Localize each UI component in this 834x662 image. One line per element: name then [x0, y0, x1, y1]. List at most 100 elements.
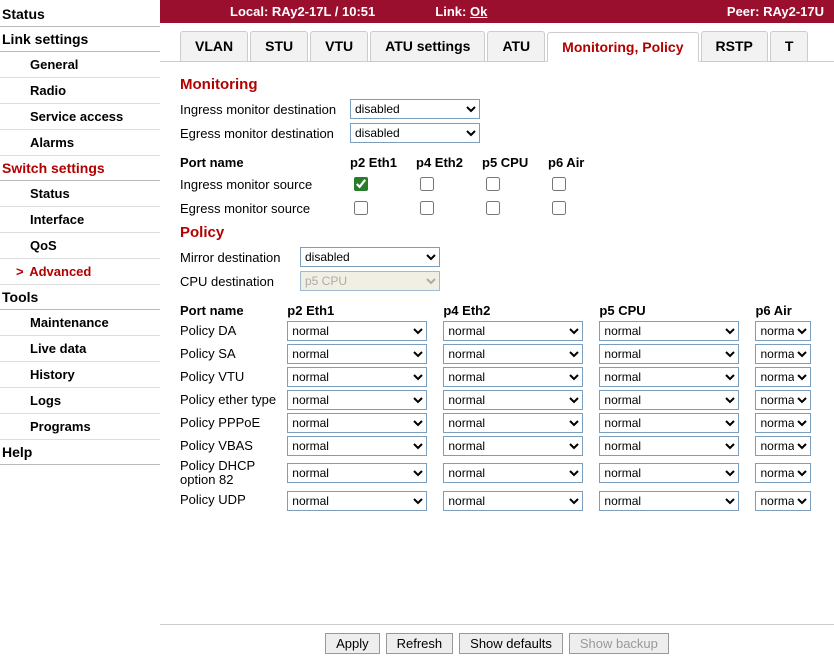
sidebar-item-radio[interactable]: Radio — [0, 78, 160, 104]
policy-select-5-0[interactable]: normal — [287, 436, 427, 456]
topbar-peer-label: Peer: — [727, 4, 760, 19]
policy-select-0-0[interactable]: normal — [287, 321, 427, 341]
policy-select-5-1[interactable]: normal — [443, 436, 583, 456]
policy-select-7-1[interactable]: normal — [443, 491, 583, 511]
tab-vtu[interactable]: VTU — [310, 31, 368, 61]
sidebar-item-alarms[interactable]: Alarms — [0, 130, 160, 156]
policy-select-3-2[interactable]: normal — [599, 390, 739, 410]
policy-select-0-1[interactable]: normal — [443, 321, 583, 341]
tab-atu-settings[interactable]: ATU settings — [370, 31, 485, 61]
egress-src-chk-2[interactable] — [486, 201, 500, 215]
sidebar-section-switch-settings[interactable]: Switch settings — [0, 156, 160, 181]
topbar-link-value[interactable]: Ok — [470, 4, 487, 19]
sidebar-item-interface[interactable]: Interface — [0, 207, 160, 233]
policy-select-6-1[interactable]: normal — [443, 463, 583, 483]
apply-button[interactable]: Apply — [325, 633, 380, 654]
sidebar-item-maintenance[interactable]: Maintenance — [0, 310, 160, 336]
show-defaults-button[interactable]: Show defaults — [459, 633, 563, 654]
sidebar-item-advanced[interactable]: > Advanced — [0, 259, 160, 285]
ingress-dest-label: Ingress monitor destination — [180, 102, 350, 117]
ingress-src-chk-3[interactable] — [552, 177, 566, 191]
topbar: Local: RAy2-17L / 10:51 Link: Ok Peer: R… — [160, 0, 834, 23]
policy-select-4-1[interactable]: normal — [443, 413, 583, 433]
policy-select-6-2[interactable]: normal — [599, 463, 739, 483]
mirror-dest-select[interactable]: disabled — [300, 247, 440, 267]
policy-row-1: Policy SAnormalnormalnormalnorma — [180, 344, 814, 364]
policy-select-0-3[interactable]: norma — [755, 321, 811, 341]
ingress-src-chk-2[interactable] — [486, 177, 500, 191]
policy-port-name-label: Port name — [180, 303, 287, 318]
policy-row-label-1: Policy SA — [180, 347, 287, 361]
sidebar: StatusLink settingsGeneralRadioService a… — [0, 0, 160, 662]
policy-row-label-0: Policy DA — [180, 324, 287, 338]
monitor-port-header: Port name p2 Eth1 p4 Eth2 p5 CPU p6 Air — [180, 155, 814, 170]
policy-select-1-1[interactable]: normal — [443, 344, 583, 364]
sidebar-item-qos[interactable]: QoS — [0, 233, 160, 259]
sidebar-section-link-settings[interactable]: Link settings — [0, 27, 160, 52]
policy-select-4-3[interactable]: norma — [755, 413, 811, 433]
policy-select-6-3[interactable]: norma — [755, 463, 811, 483]
monitoring-heading: Monitoring — [180, 76, 814, 93]
policy-select-3-3[interactable]: norma — [755, 390, 811, 410]
sidebar-item-programs[interactable]: Programs — [0, 414, 160, 440]
egress-src-chk-1[interactable] — [420, 201, 434, 215]
policy-select-4-0[interactable]: normal — [287, 413, 427, 433]
topbar-link: Link: Ok — [435, 4, 487, 19]
policy-select-3-0[interactable]: normal — [287, 390, 427, 410]
policy-row-label-7: Policy UDP — [180, 493, 287, 507]
policy-port-header: Port name p2 Eth1 p4 Eth2 p5 CPU p6 Air — [180, 303, 814, 318]
sidebar-item-service-access[interactable]: Service access — [0, 104, 160, 130]
policy-select-5-3[interactable]: norma — [755, 436, 811, 456]
sidebar-section-tools[interactable]: Tools — [0, 285, 160, 310]
ingress-dest-select[interactable]: disabled — [350, 99, 480, 119]
policy-select-0-2[interactable]: normal — [599, 321, 739, 341]
policy-select-1-2[interactable]: normal — [599, 344, 739, 364]
policy-row-5: Policy VBASnormalnormalnormalnorma — [180, 436, 814, 456]
sidebar-item-status[interactable]: Status — [0, 181, 160, 207]
sidebar-item-history[interactable]: History — [0, 362, 160, 388]
policy-row-2: Policy VTUnormalnormalnormalnorma — [180, 367, 814, 387]
policy-select-2-2[interactable]: normal — [599, 367, 739, 387]
sidebar-section-status[interactable]: Status — [0, 2, 160, 27]
policy-select-1-3[interactable]: norma — [755, 344, 811, 364]
policy-select-7-3[interactable]: norma — [755, 491, 811, 511]
refresh-button[interactable]: Refresh — [386, 633, 454, 654]
egress-src-chk-3[interactable] — [552, 201, 566, 215]
policy-select-1-0[interactable]: normal — [287, 344, 427, 364]
policy-port-2: p5 CPU — [599, 303, 755, 318]
policy-select-7-0[interactable]: normal — [287, 491, 427, 511]
policy-select-3-1[interactable]: normal — [443, 390, 583, 410]
tab-t[interactable]: T — [770, 31, 809, 61]
policy-select-6-0[interactable]: normal — [287, 463, 427, 483]
ingress-src-row: Ingress monitor source — [180, 174, 814, 194]
policy-select-2-0[interactable]: normal — [287, 367, 427, 387]
ingress-src-chk-0[interactable] — [354, 177, 368, 191]
tab-vlan[interactable]: VLAN — [180, 31, 248, 61]
sidebar-item-logs[interactable]: Logs — [0, 388, 160, 414]
tab-stu[interactable]: STU — [250, 31, 308, 61]
sidebar-item-general[interactable]: General — [0, 52, 160, 78]
content: Monitoring Ingress monitor destination d… — [160, 62, 834, 614]
policy-select-2-1[interactable]: normal — [443, 367, 583, 387]
policy-select-4-2[interactable]: normal — [599, 413, 739, 433]
tab-atu[interactable]: ATU — [487, 31, 545, 61]
policy-row-3: Policy ether typenormalnormalnormalnorma — [180, 390, 814, 410]
egress-src-chk-0[interactable] — [354, 201, 368, 215]
port-col-3: p6 Air — [548, 155, 614, 170]
policy-select-2-3[interactable]: norma — [755, 367, 811, 387]
sidebar-item-live-data[interactable]: Live data — [0, 336, 160, 362]
port-name-label: Port name — [180, 155, 350, 170]
policy-select-5-2[interactable]: normal — [599, 436, 739, 456]
tabs: VLANSTUVTUATU settingsATUMonitoring, Pol… — [160, 31, 834, 62]
sidebar-section-help[interactable]: Help — [0, 440, 160, 465]
policy-port-0: p2 Eth1 — [287, 303, 443, 318]
egress-dest-select[interactable]: disabled — [350, 123, 480, 143]
egress-dest-label: Egress monitor destination — [180, 126, 350, 141]
topbar-peer: Peer: RAy2-17U — [727, 4, 824, 19]
cpu-dest-select: p5 CPU — [300, 271, 440, 291]
tab-monitoring-policy[interactable]: Monitoring, Policy — [547, 32, 698, 62]
port-col-0: p2 Eth1 — [350, 155, 416, 170]
ingress-src-chk-1[interactable] — [420, 177, 434, 191]
tab-rstp[interactable]: RSTP — [701, 31, 768, 61]
policy-select-7-2[interactable]: normal — [599, 491, 739, 511]
